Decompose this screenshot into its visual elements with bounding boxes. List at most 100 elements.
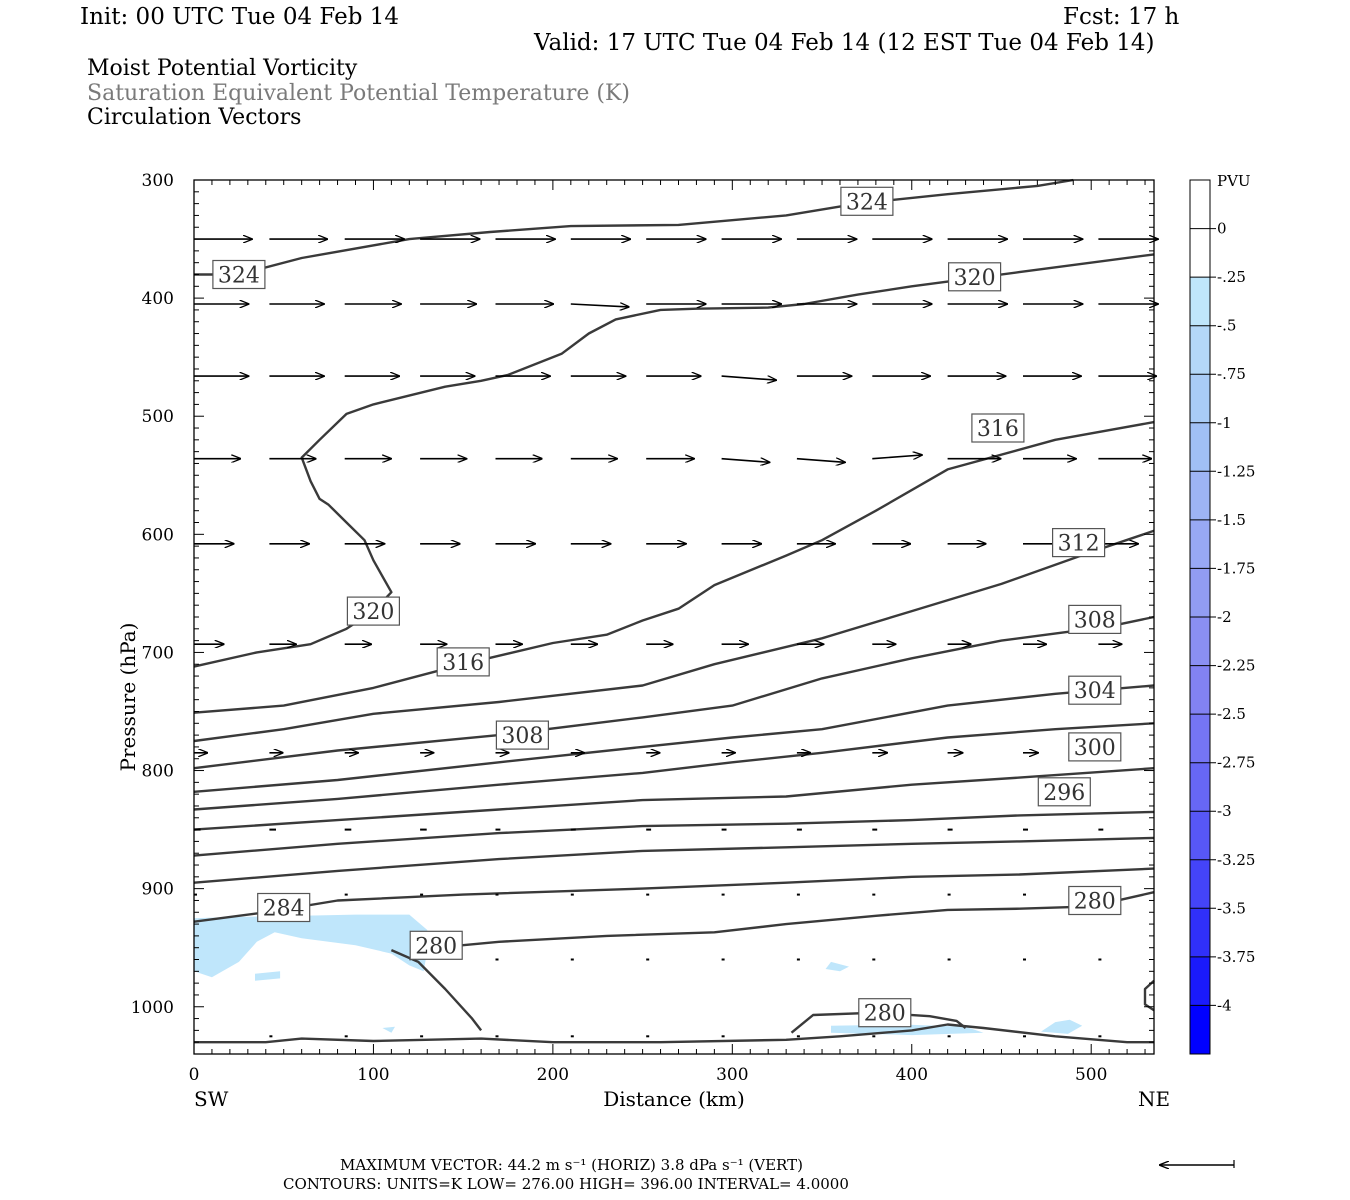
field-title-mpv: Moist Potential Vorticity: [87, 56, 358, 81]
contour-label: 304: [1074, 679, 1116, 704]
colorbar-label: -2.25: [1217, 657, 1255, 675]
colorbar-swatch: [1190, 714, 1210, 764]
theta-es-contour-324: [194, 178, 1074, 276]
circulation-vector: [721, 459, 770, 463]
theta-es-contours: [193, 178, 1155, 1044]
colorbar-label: -3.25: [1217, 851, 1255, 869]
contour-label-box: [840, 186, 894, 216]
colorbar-label: -3: [1217, 802, 1232, 820]
colorbar-swatch: [1190, 422, 1210, 472]
contour-label: 280: [415, 934, 457, 959]
colorbar-swatch: [1190, 228, 1210, 278]
contour-label-box: [346, 596, 400, 626]
x-tick-label: 300: [716, 1065, 748, 1085]
circulation-vector: [721, 375, 776, 380]
sw-end-label: SW: [194, 1087, 229, 1111]
field-title-vectors: Circulation Vectors: [87, 105, 302, 130]
contour-labels: 324 324 320 320 316 316 312 308 308 304 300 296 284 2…: [212, 186, 1122, 1028]
contour-label: 280: [1074, 890, 1116, 915]
circulation-vector: [872, 455, 922, 459]
contour-label-box: [1051, 527, 1106, 558]
colorbar-label: -1.75: [1217, 559, 1255, 577]
colorbar-swatch: [1190, 859, 1210, 909]
contour-label-box: [212, 259, 266, 290]
contour-label: 280: [864, 1002, 906, 1027]
theta-es-contour-288: [193, 836, 1155, 884]
pv-colorbar: PVU 0 -.25 -.5 -.75 -1 -1.25 -1.5 -1.75 -2 -2.25 -2…: [1189, 172, 1255, 1055]
contour-label-box: [947, 262, 1002, 292]
contour-info-note: CONTOURS: UNITS=K LOW= 276.00 HIGH= 396.…: [283, 1175, 849, 1193]
colorbar-label: -4: [1217, 996, 1232, 1014]
x-tick-label: 400: [896, 1065, 928, 1085]
theta-es-contour-308: [193, 615, 1155, 770]
colorbar-swatch: [1190, 956, 1210, 1006]
colorbar-swatch: [1190, 762, 1210, 812]
contour-label-box: [495, 720, 549, 750]
colorbar-swatch: [1190, 277, 1210, 327]
contour-label: 312: [1058, 532, 1100, 557]
colorbar-swatch: [1190, 471, 1210, 521]
colorbar-label: 0: [1217, 220, 1227, 238]
negative-pv-region: [382, 1026, 395, 1033]
colorbar-swatch: [1190, 325, 1210, 375]
ne-end-label: NE: [1138, 1087, 1170, 1111]
contour-label: 300: [1074, 736, 1116, 761]
contour-label: 284: [263, 897, 305, 922]
colorbar-label: -2.5: [1217, 705, 1246, 723]
colorbar-unit: PVU: [1217, 172, 1251, 190]
colorbar-label: -3.5: [1217, 899, 1246, 917]
theta-es-contour-304: [193, 684, 1155, 793]
colorbar-label: -3.75: [1217, 948, 1255, 966]
theta-es-contour-296: [193, 767, 1155, 831]
contour-label-box: [1068, 885, 1122, 916]
colorbar-label: -.75: [1217, 365, 1246, 383]
colorbar-label: -.5: [1217, 317, 1236, 335]
circulation-vector: [796, 459, 845, 463]
contour-label: 320: [954, 266, 996, 291]
contour-label-box: [257, 892, 311, 923]
contour-label-box: [1037, 777, 1091, 807]
theta-es-contour-292: [193, 810, 1155, 857]
axes: 0 100 200 300 400 500 300 400 500 600 700 800 900 100…: [116, 171, 1170, 1111]
x-tick-label: 0: [189, 1065, 200, 1085]
negative-pv-region: [255, 971, 281, 981]
colorbar-label: -.25: [1217, 268, 1246, 286]
y-tick-label: 1000: [131, 998, 174, 1018]
init-time: Init: 00 UTC Tue 04 Feb 14: [80, 4, 400, 30]
colorbar-swatch: [1190, 665, 1210, 715]
field-title-theta-es: Saturation Equivalent Potential Temperat…: [87, 81, 630, 106]
theta-es-contour-320: [193, 253, 1155, 668]
theta-es-contour-300: [193, 722, 1155, 811]
negative-pv-fill-layer: [194, 914, 1083, 1036]
theta-es-contour-284: [193, 867, 1155, 923]
contour-label: 320: [352, 600, 394, 625]
theta-es-contour-280: [390, 949, 483, 1032]
colorbar-swatch: [1190, 617, 1210, 667]
negative-pv-region: [825, 961, 849, 972]
contour-label: 308: [1074, 608, 1116, 633]
contour-label: 316: [977, 417, 1019, 442]
colorbar-swatch: [1190, 568, 1210, 618]
x-tick-label: 100: [357, 1065, 389, 1085]
contour-label: 316: [442, 651, 484, 676]
y-tick-label: 500: [142, 407, 174, 427]
colorbar-swatch: [1190, 1005, 1210, 1055]
theta-es-contour: [1143, 979, 1155, 1012]
theta-es-contour-316: [193, 420, 1155, 714]
contour-label-box: [409, 930, 463, 960]
circulation-vectors: [194, 239, 1158, 1038]
theta-es-contour: [194, 1023, 1154, 1044]
colorbar-label: -2.75: [1217, 754, 1255, 772]
reference-vector: [1160, 1160, 1235, 1168]
x-axis-label: Distance (km): [603, 1087, 745, 1111]
contour-label-box: [1068, 732, 1122, 762]
y-tick-label: 600: [142, 525, 174, 545]
y-tick-label: 800: [142, 762, 174, 782]
colorbar-swatch: [1190, 180, 1210, 230]
forecast-hour: Fcst: 17 h: [1063, 4, 1180, 30]
theta-es-contour-280: [408, 891, 1155, 961]
colorbar-label: -1.5: [1217, 511, 1246, 529]
contour-label-box: [971, 413, 1025, 443]
circulation-vector: [570, 304, 629, 307]
